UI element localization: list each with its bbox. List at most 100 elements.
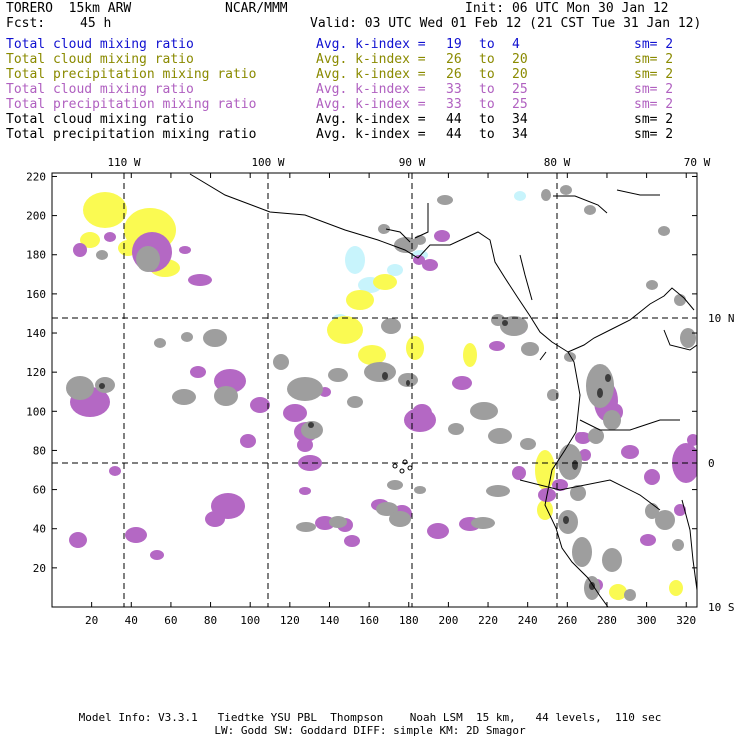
blob: [154, 338, 166, 348]
blob: [672, 539, 684, 551]
blob: [69, 532, 87, 548]
y-tick-label: 220: [26, 170, 46, 183]
coastline-segment: [579, 419, 680, 431]
yellow-cloud-area: [80, 192, 683, 600]
blob: [491, 314, 505, 326]
blob: [609, 584, 627, 600]
y-tick-label: 140: [26, 327, 46, 340]
legend-from: 26: [446, 52, 462, 67]
blob: [589, 582, 595, 590]
legend-to: 34: [512, 127, 528, 142]
legend-to-word: to: [479, 52, 495, 67]
legend-to: 25: [512, 97, 528, 112]
blob: [181, 332, 193, 342]
blob: [287, 377, 323, 401]
blob: [104, 232, 116, 242]
blob: [205, 511, 225, 527]
blob: [378, 224, 390, 234]
blob: [214, 386, 238, 406]
legend-from: 44: [446, 127, 462, 142]
blob: [387, 264, 403, 276]
plot-area: [66, 173, 697, 607]
blob: [563, 516, 569, 524]
legend-index: Avg. k-index =: [316, 112, 434, 127]
y-tick-label: 120: [26, 366, 46, 379]
blob: [669, 580, 683, 596]
blob: [347, 396, 363, 408]
longitude-label: 100 W: [251, 156, 284, 169]
x-tick-label: 300: [637, 614, 657, 627]
blob: [605, 374, 611, 382]
blob: [463, 343, 477, 367]
x-tick-label: 140: [320, 614, 340, 627]
blob: [655, 510, 675, 530]
blob: [387, 480, 403, 490]
blob: [95, 377, 115, 393]
island: [392, 463, 398, 469]
coastline: [189, 173, 697, 607]
blob: [558, 444, 582, 480]
blob: [203, 329, 227, 347]
blob: [575, 432, 585, 442]
coastline-segment: [539, 351, 547, 361]
coastline-segment: [681, 499, 697, 591]
blob: [560, 185, 572, 195]
island: [402, 459, 408, 465]
blob: [572, 537, 592, 567]
coastline-segment: [519, 479, 661, 511]
legend-index: Avg. k-index =: [316, 52, 434, 67]
coastline-segment: [544, 351, 609, 607]
blob: [674, 504, 686, 516]
coastline-segment: [385, 228, 411, 243]
blob: [358, 345, 386, 365]
valid-time: Valid: 03 UTC Wed 01 Feb 12 (21 CST Tue …: [310, 16, 702, 31]
y-tick-label: 20: [33, 562, 46, 575]
blob: [301, 421, 323, 439]
blob: [414, 486, 426, 494]
blob: [471, 517, 495, 529]
blob: [502, 320, 508, 326]
legend-smoothing: sm= 2: [634, 127, 674, 142]
blob: [602, 548, 622, 572]
y-tick-label: 180: [26, 249, 46, 262]
legend-smoothing: sm= 2: [634, 82, 674, 97]
legend-from: 33: [446, 97, 462, 112]
blob: [541, 189, 551, 201]
blob: [552, 479, 568, 491]
legend-smoothing: sm= 2: [634, 112, 674, 127]
blob: [66, 376, 94, 400]
blob: [624, 589, 636, 601]
blob: [422, 259, 438, 271]
legend-field: Total cloud mixing ratio: [6, 112, 194, 127]
legend-row: Total precipitation mixing ratio Avg. k-i…: [6, 97, 726, 112]
y-tick-label: 160: [26, 288, 46, 301]
x-tick-label: 180: [399, 614, 419, 627]
blob: [584, 205, 596, 215]
blob: [586, 364, 614, 408]
x-tick-label: 280: [597, 614, 617, 627]
model-title: TORERO 15km ARW: [6, 1, 132, 16]
blob: [172, 389, 196, 405]
legend-to: 20: [512, 52, 528, 67]
y-tick-label: 60: [33, 484, 46, 497]
blob: [80, 232, 100, 248]
blob: [344, 535, 360, 547]
blob: [250, 397, 270, 413]
y-tick-label: 40: [33, 523, 46, 536]
legend-to-word: to: [479, 67, 495, 82]
blob: [434, 230, 450, 242]
legend-row: Total precipitation mixing ratio Avg. k-i…: [6, 127, 726, 142]
blob: [346, 290, 374, 310]
x-tick-label: 80: [204, 614, 217, 627]
blob: [188, 274, 212, 286]
legend-from: 26: [446, 67, 462, 82]
y-tick-label: 200: [26, 210, 46, 223]
blob: [414, 235, 426, 245]
dark-cloud-core: [99, 320, 611, 590]
blob: [413, 255, 425, 265]
blob: [125, 527, 147, 543]
cyan-cloud-area: [332, 191, 526, 326]
legend-smoothing: sm= 2: [634, 97, 674, 112]
blob: [298, 455, 322, 471]
blob: [452, 376, 472, 390]
